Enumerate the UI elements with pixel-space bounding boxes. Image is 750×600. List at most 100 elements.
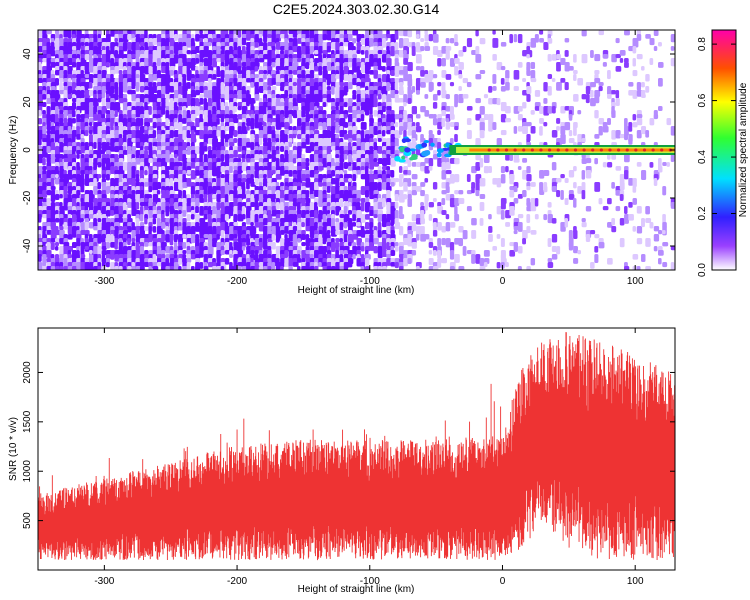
- spectrogram-cell: [564, 218, 569, 228]
- spectrogram-cell: [326, 62, 332, 67]
- spectrogram-cell: [182, 210, 187, 217]
- spectrogram-cell: [432, 94, 438, 101]
- spectrogram-cell: [607, 222, 613, 228]
- spectrogram-cell: [173, 82, 179, 92]
- spectrogram-cell: [377, 50, 383, 55]
- spectrogram-cell: [543, 106, 550, 116]
- spectrogram-cell: [139, 38, 146, 43]
- spectrogram-cell: [207, 114, 213, 119]
- spectrogram-cell: [301, 234, 306, 241]
- spectrogram-cell: [301, 38, 306, 43]
- spectrogram-cell: [216, 114, 222, 119]
- spectrogram-cell: [80, 146, 86, 154]
- spectrogram-cell: [624, 154, 630, 163]
- spectrogram-cell: [38, 30, 43, 38]
- spectrogram-cell: [428, 158, 434, 167]
- spectrogram-cell: [280, 102, 285, 107]
- spectrogram-cell: [415, 126, 422, 133]
- spectrogram-cell: [250, 214, 256, 220]
- spectrogram-cell: [220, 166, 226, 173]
- spectrogram-cell: [229, 150, 234, 156]
- spectrogram-cell: [254, 222, 260, 228]
- spectrogram-cell: [326, 202, 331, 207]
- spectrogram-cell: [500, 174, 506, 184]
- spectrogram-cell: [216, 118, 220, 125]
- spectrogram-cell: [105, 190, 110, 195]
- spectrogram-cell: [394, 246, 399, 252]
- spectrogram-cell: [165, 62, 170, 67]
- spectrogram-cell: [148, 146, 153, 152]
- spectrogram-cell: [488, 86, 493, 93]
- spectrogram-cell: [364, 90, 371, 95]
- spectrogram-cell: [139, 114, 145, 119]
- spectrogram-cell: [309, 62, 315, 72]
- spectrogram-cell: [590, 262, 595, 269]
- spectrogram-cell: [488, 214, 492, 220]
- spectrogram-cell: [101, 234, 107, 239]
- spectrogram-cell: [411, 46, 416, 56]
- spectrogram-cell: [556, 246, 561, 255]
- spectrogram-cell: [178, 74, 182, 79]
- spectrogram-cell: [500, 78, 505, 85]
- spectrogram-cell: [526, 54, 530, 59]
- spectrogram-cell: [352, 146, 358, 151]
- spectrogram-cell: [220, 222, 226, 231]
- spectrogram-cell: [428, 250, 433, 255]
- spectrogram-cell: [479, 218, 484, 226]
- spectrogram-cell: [364, 50, 369, 60]
- spectrogram-cell: [114, 206, 120, 215]
- spectrogram-cell: [564, 106, 570, 111]
- spectrogram-cell: [42, 214, 48, 219]
- spectrogram-cell: [67, 190, 73, 195]
- spectrogram-cell: [161, 126, 165, 131]
- spectrogram-cell: [517, 266, 522, 270]
- spectrogram-cell: [509, 250, 516, 257]
- spectrogram-cell: [203, 146, 208, 152]
- spectrogram-cell: [131, 94, 137, 102]
- spectrogram-cell: [54, 138, 60, 144]
- spectrogram-cell: [437, 202, 442, 207]
- spectrogram-cell: [118, 122, 123, 127]
- spectrogram-cell: [314, 254, 320, 260]
- spectrogram-cell: [624, 214, 629, 224]
- spectrogram-cell: [615, 206, 621, 212]
- spectrogram-cell: [199, 198, 205, 203]
- spectrogram-cell: [195, 170, 200, 176]
- spectrogram-cell: [454, 214, 460, 222]
- spectrogram-cell: [615, 54, 621, 59]
- spectrogram-cell: [458, 50, 464, 57]
- spectrogram-cell: [390, 182, 395, 187]
- spectrogram-cell: [564, 38, 570, 43]
- spectrogram-cell: [292, 86, 298, 95]
- spectrogram-cell: [161, 106, 166, 115]
- spectrogram-cell: [173, 250, 178, 255]
- spectrogram-cell: [386, 202, 391, 211]
- spectrogram-cell: [63, 42, 69, 48]
- spectrogram-cell: [577, 110, 582, 115]
- spectrogram-cell: [343, 38, 350, 43]
- spectrogram-cell: [526, 214, 531, 223]
- spectrogram-cell: [284, 122, 290, 130]
- spectrogram-cell: [152, 214, 159, 219]
- spectrogram-cell: [619, 174, 625, 184]
- spectrogram-cell: [280, 46, 286, 51]
- spectrogram-cell: [246, 34, 251, 41]
- spectrogram-cell: [505, 118, 511, 123]
- spectrogram-cell: [50, 222, 56, 230]
- spectrogram-cell: [84, 226, 89, 231]
- spectrogram-cell: [585, 158, 592, 164]
- spectrogram-cell: [76, 114, 81, 124]
- spectrogram-cell: [377, 146, 383, 154]
- spectrogram-cell: [195, 266, 201, 270]
- spectrogram-cell: [212, 134, 218, 139]
- spectrogram-cell: [271, 262, 276, 270]
- spectrogram-cell: [284, 178, 290, 184]
- spectrogram-cell: [505, 262, 509, 268]
- spectrogram-cell: [331, 190, 337, 195]
- spectrogram-cell: [403, 126, 408, 131]
- spectrogram-cell: [581, 170, 586, 180]
- spectrogram-cell: [131, 190, 136, 195]
- spectrogram-cell: [135, 66, 141, 71]
- spectrogram-cell: [165, 142, 170, 148]
- spectrogram-cell: [46, 158, 51, 163]
